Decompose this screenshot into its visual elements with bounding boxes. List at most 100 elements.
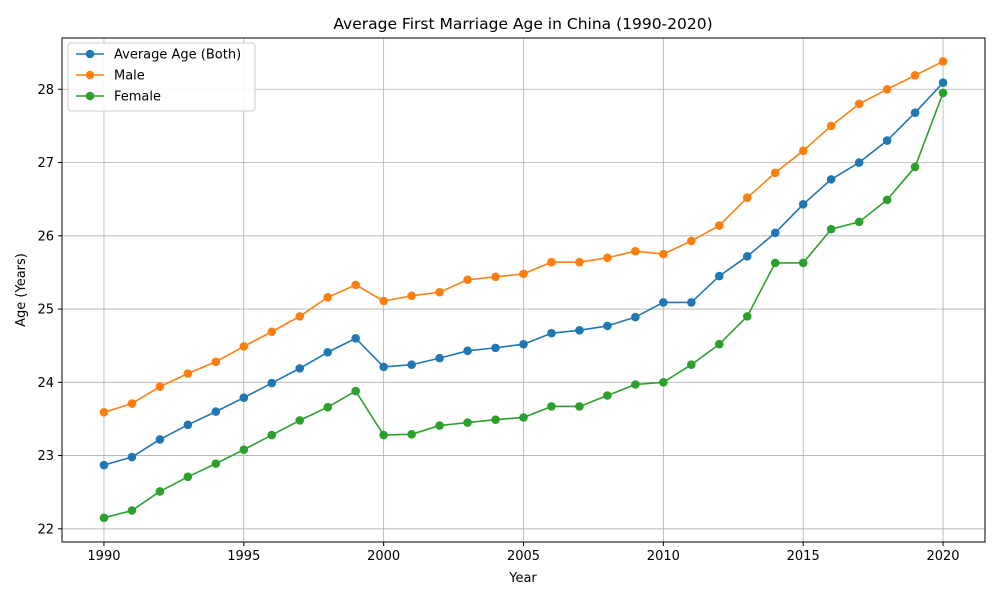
data-point: [407, 291, 416, 301]
data-point: [267, 430, 277, 440]
data-point: [463, 346, 472, 356]
data-point: [295, 364, 305, 373]
data-point: [491, 343, 500, 353]
data-point: [910, 108, 920, 118]
data-point: [603, 321, 612, 331]
data-point: [295, 416, 305, 425]
data-point: [127, 506, 137, 515]
data-point: [211, 407, 221, 416]
data-point: [770, 258, 780, 268]
data-point: [575, 257, 584, 267]
data-point: [659, 378, 668, 387]
data-point: [351, 280, 360, 290]
data-point: [714, 339, 724, 349]
data-point: [603, 253, 612, 263]
legend-items: Average Age (Both) Male Female: [76, 48, 241, 105]
tick-layer: 1990 1995 2000 2005 2010 2015 2020 22 23 24 25 26 27…: [37, 83, 959, 564]
series-1: [99, 57, 948, 417]
data-point: [351, 386, 360, 396]
data-point: [155, 435, 165, 444]
data-point: [687, 236, 696, 246]
y-tick-label: 27: [37, 156, 54, 171]
data-point: [463, 275, 472, 285]
x-tick-label: 2020: [926, 549, 959, 564]
x-tick-label: 2010: [647, 549, 680, 564]
data-point: [407, 430, 416, 439]
data-point: [826, 121, 836, 131]
data-point: [155, 382, 165, 391]
x-tick-label: 1995: [227, 549, 260, 564]
data-point: [239, 445, 249, 454]
data-point: [714, 221, 724, 230]
data-point: [910, 162, 920, 172]
data-point: [155, 487, 165, 496]
y-tick-label: 26: [37, 229, 54, 244]
data-point: [798, 199, 808, 209]
data-point: [99, 460, 109, 470]
legend-item: Male: [76, 69, 145, 84]
data-point: [575, 402, 584, 411]
data-point: [547, 257, 556, 267]
data-point: [854, 99, 864, 109]
x-tick-label: 1990: [87, 549, 120, 564]
data-point: [938, 57, 948, 66]
data-point: [798, 258, 808, 268]
series-2: [99, 88, 948, 523]
y-tick-label: 28: [37, 83, 54, 98]
data-point: [295, 312, 305, 321]
data-point: [99, 513, 109, 523]
data-point: [603, 391, 612, 400]
data-point: [826, 175, 836, 184]
data-point: [854, 217, 864, 227]
data-point: [826, 224, 836, 234]
data-point: [742, 312, 752, 321]
data-point: [938, 88, 948, 98]
data-point: [938, 78, 948, 87]
data-point: [798, 146, 808, 156]
data-point: [631, 380, 640, 389]
data-point: [882, 195, 892, 205]
legend-item: Average Age (Both): [76, 48, 241, 63]
chart-title: Average First Marriage Age in China (199…: [333, 15, 712, 33]
data-point: [519, 269, 528, 279]
data-point: [211, 357, 221, 367]
data-point: [631, 312, 640, 322]
x-tick-label: 2015: [787, 549, 820, 564]
data-point: [127, 452, 137, 462]
data-point: [742, 193, 752, 202]
data-point: [770, 228, 780, 238]
data-point: [519, 413, 528, 422]
data-point: [463, 418, 472, 427]
data-point: [882, 136, 892, 145]
data-point: [435, 287, 444, 297]
y-axis-title: Age (Years): [14, 253, 29, 327]
data-point: [770, 168, 780, 178]
data-point: [183, 369, 193, 378]
data-point: [183, 472, 193, 482]
data-point: [519, 339, 528, 349]
legend-marker: [85, 70, 95, 80]
data-point: [882, 84, 892, 94]
series-layer: [99, 57, 948, 523]
data-point: [547, 402, 556, 411]
data-point: [211, 459, 221, 468]
data-point: [379, 430, 388, 440]
y-tick-label: 24: [37, 376, 54, 391]
data-point: [854, 158, 864, 167]
data-point: [239, 393, 249, 402]
data-point: [491, 415, 500, 424]
data-point: [183, 420, 193, 430]
x-tick-label: 2005: [507, 549, 540, 564]
data-point: [742, 252, 752, 261]
legend-label: Average Age (Both): [114, 48, 241, 63]
data-point: [910, 71, 920, 80]
data-point: [323, 293, 333, 302]
data-point: [267, 327, 277, 337]
series-0: [99, 78, 948, 470]
data-point: [491, 272, 500, 282]
legend-label: Male: [114, 69, 145, 84]
y-tick-label: 22: [37, 522, 54, 537]
data-point: [351, 334, 360, 343]
y-tick-label: 23: [37, 449, 54, 464]
